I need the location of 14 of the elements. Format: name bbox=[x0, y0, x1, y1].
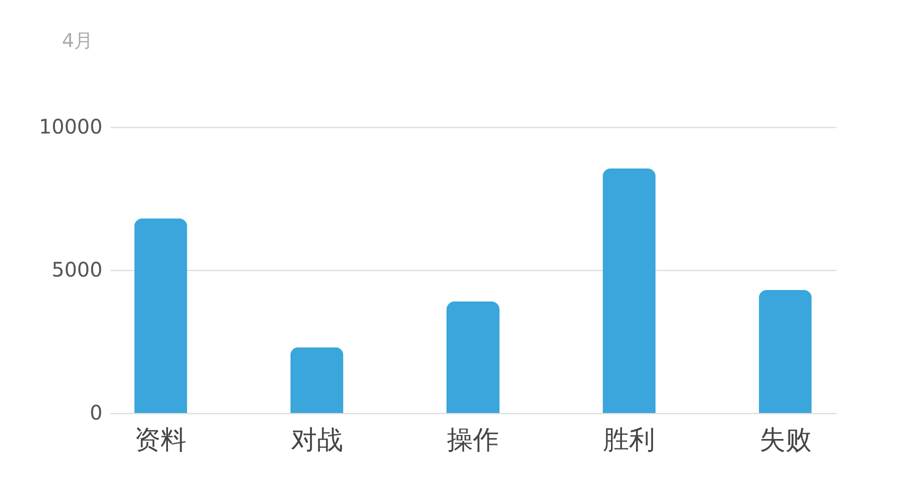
x-tick-label: 操作 bbox=[447, 426, 499, 456]
bar bbox=[758, 290, 812, 413]
y-tick-label: 5000 bbox=[52, 258, 102, 282]
x-tick-label: 资料 bbox=[134, 426, 187, 456]
x-tick-label: 失败 bbox=[759, 426, 812, 456]
bar bbox=[446, 301, 500, 413]
bar bbox=[602, 168, 656, 413]
bar bbox=[290, 347, 344, 413]
x-tick-label: 胜利 bbox=[603, 426, 656, 456]
x-tick-label: 对战 bbox=[290, 426, 343, 456]
chart-title: 4月 bbox=[62, 30, 94, 52]
bar bbox=[134, 218, 188, 413]
y-tick-label: 0 bbox=[90, 400, 102, 424]
y-tick-label: 10000 bbox=[38, 114, 102, 138]
